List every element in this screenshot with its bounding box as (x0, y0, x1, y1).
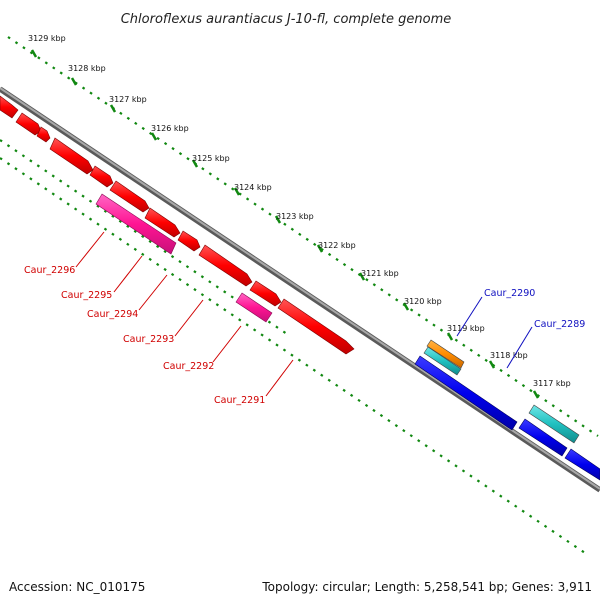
kbp-label: 3126 kbp (151, 124, 189, 133)
pink-features (95, 193, 273, 323)
kbp-label: 3118 kbp (490, 351, 528, 360)
cds-arrow (109, 180, 150, 213)
kbp-label: 3117 kbp (533, 379, 571, 388)
kbp-label: 3122 kbp (318, 241, 356, 250)
cds-arrow (89, 165, 114, 188)
cyan-feature (528, 404, 580, 444)
cds-arrow (414, 355, 518, 431)
gene-labels-right: Caur_2290 Caur_2289 (456, 288, 585, 369)
kbp-label: 3128 kbp (68, 64, 106, 73)
cds-arrow (36, 126, 51, 143)
inner-tick-track-lower (0, 157, 589, 556)
kbp-label: 3119 kbp (447, 324, 485, 333)
kbp-label: 3124 kbp (234, 183, 272, 192)
kbp-labels: 3129 kbp 3128 kbp 3127 kbp 3126 kbp 3125… (28, 34, 571, 388)
kbp-label: 3120 kbp (404, 297, 442, 306)
pink-feature (235, 292, 273, 323)
right-small-features (423, 339, 580, 444)
cds-arrow (277, 298, 355, 355)
kbp-label: 3123 kbp (276, 212, 314, 221)
gene-label-caur-2289[interactable]: Caur_2289 (534, 319, 585, 330)
cds-arrow (177, 230, 201, 252)
kbp-label: 3127 kbp (109, 95, 147, 104)
cds-arrow (15, 112, 42, 136)
forward-cds-features (0, 95, 355, 355)
gene-labels-left: Caur_2296 Caur_2295 Caur_2294 Caur_2293 … (24, 231, 294, 406)
gene-label-caur-2296[interactable]: Caur_2296 (24, 265, 75, 276)
gene-label-caur-2293[interactable]: Caur_2293 (123, 334, 174, 345)
kbp-label: 3121 kbp (361, 269, 399, 278)
cds-arrow (249, 280, 282, 307)
accession-text: Accession: NC_010175 (9, 580, 146, 594)
cds-arrow (518, 418, 568, 457)
cds-arrow (0, 95, 19, 119)
orange-feature (426, 339, 465, 369)
cds-arrow (564, 448, 600, 481)
major-ticks (30, 49, 540, 399)
cyan-feature (423, 346, 462, 376)
cds-arrow (49, 137, 94, 175)
outer-tick-track (7, 36, 599, 437)
gene-label-caur-2290[interactable]: Caur_2290 (484, 288, 535, 299)
kbp-label: 3125 kbp (192, 154, 230, 163)
kbp-label: 3129 kbp (28, 34, 66, 43)
cds-arrow (198, 244, 253, 287)
gene-label-caur-2292[interactable]: Caur_2292 (163, 361, 214, 372)
cds-arrow (144, 207, 181, 238)
map-title: Chloroflexus aurantiacus J-10-fl, comple… (121, 12, 452, 27)
pink-feature (95, 193, 177, 255)
reverse-cds-features (414, 355, 600, 481)
genome-summary-text: Topology: circular; Length: 5,258,541 bp… (262, 580, 592, 594)
gene-label-caur-2291[interactable]: Caur_2291 (214, 395, 265, 406)
gene-label-caur-2294[interactable]: Caur_2294 (87, 309, 138, 320)
gene-label-caur-2295[interactable]: Caur_2295 (61, 290, 112, 301)
